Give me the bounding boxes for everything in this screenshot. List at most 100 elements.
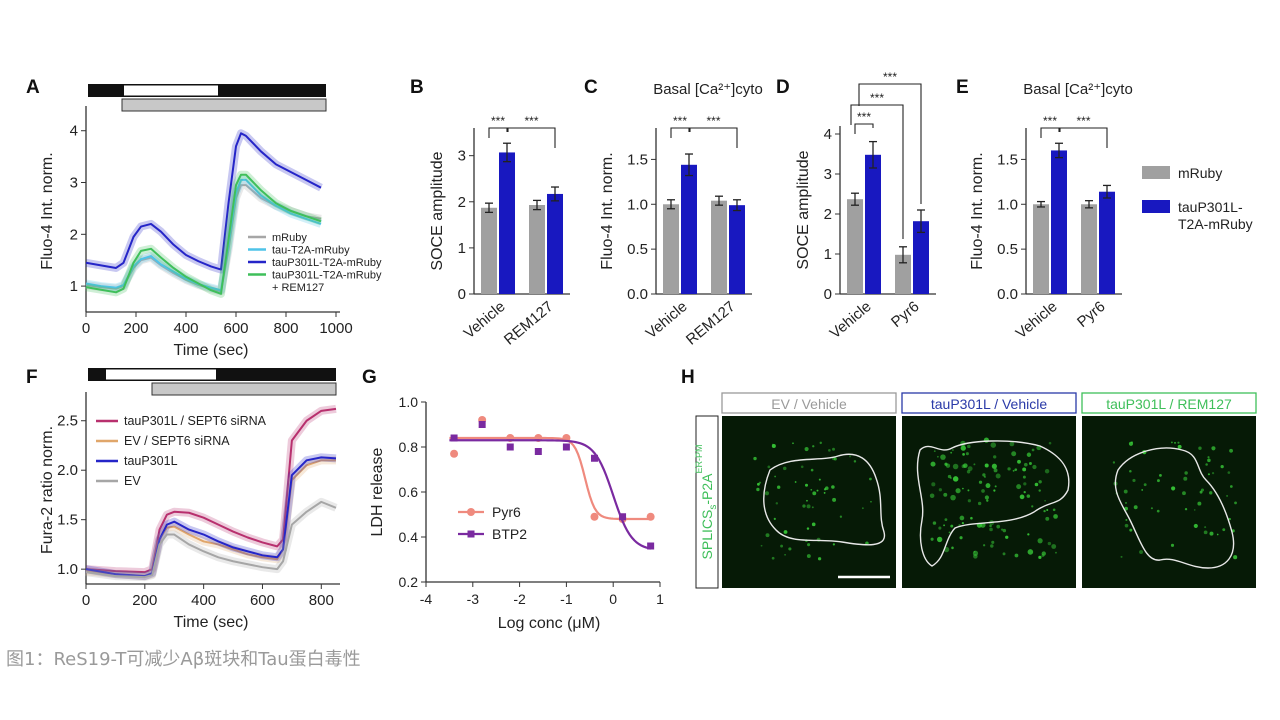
x-tick-label: -1 bbox=[560, 591, 573, 607]
data-point bbox=[506, 443, 514, 451]
fluorescent-puncta bbox=[1207, 456, 1210, 459]
fluorescent-puncta bbox=[1207, 458, 1211, 463]
fluorescent-puncta bbox=[811, 522, 816, 527]
panel-letter-e: E bbox=[956, 77, 969, 98]
fluorescent-puncta bbox=[1216, 533, 1219, 536]
fluorescent-puncta bbox=[1193, 509, 1196, 511]
fluorescent-puncta bbox=[1129, 528, 1133, 532]
y-axis-title: SOCE amplitude bbox=[429, 151, 446, 270]
x-tick-label: 200 bbox=[132, 592, 157, 609]
fluorescent-puncta bbox=[774, 475, 776, 478]
fluorescent-puncta bbox=[952, 476, 959, 482]
fluorescent-puncta bbox=[994, 485, 997, 488]
side-label-part: ER-PM bbox=[694, 445, 704, 474]
y-tick-label: 1.5 bbox=[627, 151, 648, 168]
fluorescent-puncta bbox=[961, 464, 966, 469]
fluorescent-puncta bbox=[1132, 478, 1136, 482]
stimulus-bar-gray bbox=[151, 382, 337, 396]
y-axis-title: Fura-2 ratio norm. bbox=[39, 426, 56, 554]
panel-letter-d: D bbox=[776, 77, 790, 98]
fluorescent-puncta bbox=[950, 524, 954, 528]
legend-label: mRuby bbox=[1178, 165, 1222, 181]
fit-curve bbox=[449, 436, 651, 521]
legend-label: tauP301L / SEPT6 siRNA bbox=[124, 414, 267, 428]
fluorescent-puncta bbox=[962, 487, 964, 490]
x-tick-label: 1 bbox=[656, 591, 664, 607]
significance-label: *** bbox=[883, 70, 897, 84]
fluorescent-puncta bbox=[967, 444, 971, 449]
fluorescent-puncta bbox=[832, 543, 835, 546]
fluorescent-puncta bbox=[773, 517, 776, 521]
fluorescent-puncta bbox=[756, 487, 760, 492]
fluorescent-puncta bbox=[1133, 505, 1138, 510]
y-tick-label: 2 bbox=[824, 206, 832, 223]
significance-label: *** bbox=[1043, 114, 1057, 128]
micrograph bbox=[1082, 416, 1256, 588]
panel-e: 0.0 0.5 1.0 1.5 Fluo-4 Int. norm. Vehicle Pyr6… bbox=[969, 81, 1133, 342]
y-tick-label: 0.6 bbox=[399, 484, 419, 500]
fluorescent-puncta bbox=[967, 466, 973, 472]
fluorescent-puncta bbox=[951, 449, 954, 452]
bar bbox=[663, 204, 679, 294]
fluorescent-puncta bbox=[1211, 471, 1215, 475]
fluorescent-puncta bbox=[959, 536, 963, 540]
fluorescent-puncta bbox=[806, 554, 811, 558]
panel-g: -4 -3 -2 -1 0 1 0.2 0.4 0.6 0.8 1.0 Log conc (μM) LD… bbox=[369, 394, 664, 632]
fluorescent-puncta bbox=[995, 473, 1001, 479]
fluorescent-puncta bbox=[1028, 462, 1032, 465]
fluorescent-puncta bbox=[959, 515, 965, 521]
fluorescent-puncta bbox=[1226, 494, 1229, 497]
stimulus-bars bbox=[88, 368, 337, 396]
fit-curve bbox=[449, 439, 651, 550]
fluorescent-puncta bbox=[993, 468, 998, 473]
fluorescent-puncta bbox=[989, 524, 992, 528]
significance-bracket bbox=[488, 127, 508, 138]
fluorescent-puncta bbox=[1022, 475, 1026, 479]
x-tick-label: -2 bbox=[513, 591, 526, 607]
fluorescent-puncta bbox=[961, 522, 964, 525]
fluorescent-puncta bbox=[832, 497, 837, 502]
significance-bracket bbox=[1040, 127, 1060, 138]
fluorescent-puncta bbox=[991, 463, 997, 469]
fluorescent-puncta bbox=[1204, 526, 1207, 529]
fluorescent-puncta bbox=[1023, 462, 1028, 467]
fluorescent-puncta bbox=[831, 485, 835, 489]
stimulus-bar-white bbox=[124, 85, 218, 96]
fluorescent-puncta bbox=[1229, 448, 1233, 453]
x-tick-label: 400 bbox=[191, 592, 216, 609]
fluorescent-puncta bbox=[1047, 541, 1052, 546]
fluorescent-puncta bbox=[1159, 473, 1162, 477]
fluorescent-puncta bbox=[1046, 508, 1049, 512]
fluorescent-puncta bbox=[784, 553, 786, 556]
fluorescent-puncta bbox=[1055, 551, 1057, 554]
fluorescent-puncta bbox=[792, 442, 794, 445]
y-tick-label: 2.0 bbox=[57, 462, 78, 479]
x-axis-title: Time (sec) bbox=[174, 614, 249, 631]
x-axis-title: Time (sec) bbox=[174, 342, 249, 359]
bar bbox=[529, 205, 545, 294]
fluorescent-puncta bbox=[1045, 516, 1050, 521]
significance-bracket bbox=[507, 127, 556, 148]
fluorescent-puncta bbox=[993, 489, 996, 492]
y-tick-label: 0.5 bbox=[997, 241, 1018, 258]
fluorescent-puncta bbox=[817, 557, 822, 561]
fluorescent-puncta bbox=[990, 544, 994, 548]
bar bbox=[847, 199, 863, 294]
cell-outline bbox=[916, 440, 1070, 567]
x-tick-label: 800 bbox=[309, 592, 334, 609]
fluorescent-puncta bbox=[985, 483, 991, 489]
fluorescent-puncta bbox=[806, 499, 808, 502]
fluorescent-puncta bbox=[984, 495, 990, 500]
fluorescent-puncta bbox=[1011, 451, 1017, 457]
column-title: tauP301L / REM127 bbox=[1106, 396, 1232, 412]
fluorescent-puncta bbox=[1234, 501, 1237, 505]
significance-bracket bbox=[854, 123, 874, 134]
fluorescent-puncta bbox=[810, 488, 813, 491]
legend-label: T2A-mRuby bbox=[1178, 216, 1253, 232]
figure-caption: 图1：ReS19-T可减少Aβ斑块和Tau蛋白毒性 bbox=[6, 649, 361, 670]
bar bbox=[481, 207, 497, 294]
fluorescent-puncta bbox=[978, 480, 983, 484]
data-point bbox=[450, 434, 458, 442]
chart-title: Basal [Ca²⁺]cyto bbox=[1023, 81, 1133, 98]
fluorescent-puncta bbox=[1183, 476, 1188, 481]
